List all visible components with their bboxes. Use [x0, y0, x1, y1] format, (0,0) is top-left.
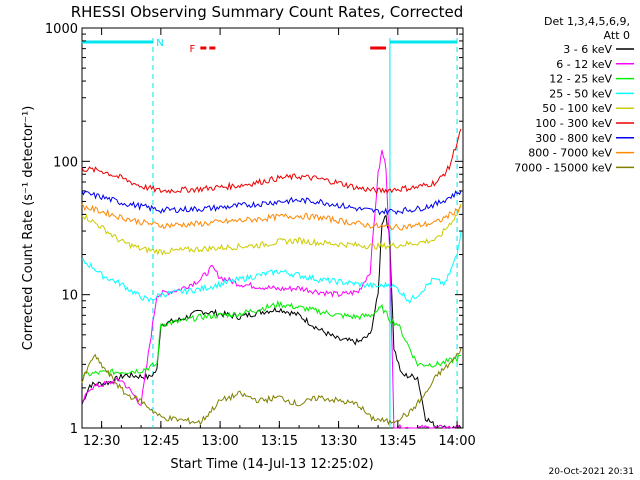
- flag-bars: NF: [81, 38, 458, 55]
- x-tick-label-3: 13:15: [261, 434, 298, 449]
- legend-title-line-1: Att 0: [604, 29, 630, 42]
- series-line-2: [81, 299, 461, 377]
- flag-label-1: F: [189, 44, 195, 55]
- y-axis-label: Corrected Count Rate (s⁻¹ detector⁻¹): [21, 106, 36, 351]
- plot-frame: [81, 27, 464, 429]
- x-tick-label-0: 12:30: [83, 434, 120, 449]
- legend: Det 1,3,4,5,6,9,Att 03 - 6 keV 6 - 12 keV…: [514, 15, 634, 174]
- x-tick-label-1: 12:45: [142, 434, 179, 449]
- legend-entry-7: 800 - 7000 keV: [528, 147, 612, 160]
- series-line-1: [81, 149, 461, 429]
- x-axis: 12:30 12:45 13:00 13:15 13:30 13:45 14:00: [83, 28, 476, 449]
- legend-entry-0: 3 - 6 keV: [563, 43, 612, 56]
- series-line-8: [81, 347, 462, 426]
- legend-title-line-0: Det 1,3,4,5,6,9,: [544, 15, 630, 28]
- series-line-3: [81, 231, 462, 304]
- flag-label-0: N: [156, 38, 163, 49]
- legend-entry-2: 12 - 25 keV: [549, 73, 612, 86]
- legend-entry-6: 300 - 800 keV: [535, 132, 612, 145]
- legend-entry-5: 100 - 300 keV: [535, 117, 612, 130]
- legend-entry-3: 25 - 50 keV: [549, 87, 612, 100]
- y-axis: 1 10 100 1000: [45, 22, 463, 437]
- series-line-7: [81, 203, 462, 231]
- legend-entry-1: 6 - 12 keV: [556, 58, 612, 71]
- series-line-5: [81, 128, 462, 195]
- series-line-6: [81, 190, 462, 216]
- y-tick-label-0: 1: [70, 422, 78, 437]
- legend-entry-4: 50 - 100 keV: [542, 102, 612, 115]
- y-tick-label-2: 100: [53, 155, 78, 170]
- x-axis-label: Start Time (14-Jul-13 12:25:02): [170, 457, 373, 472]
- series-group: [81, 128, 462, 429]
- x-tick-label-4: 13:30: [320, 434, 357, 449]
- x-tick-label-2: 13:00: [201, 434, 238, 449]
- series-line-4: [81, 203, 462, 256]
- x-tick-label-6: 14:00: [438, 434, 475, 449]
- y-tick-label-3: 1000: [45, 22, 78, 37]
- x-tick-label-5: 13:45: [379, 434, 416, 449]
- chart-title: RHESSI Observing Summary Count Rates, Co…: [71, 3, 464, 21]
- timestamp: 20-Oct-2021 20:31: [549, 467, 634, 477]
- y-tick-label-1: 10: [61, 289, 78, 304]
- legend-entry-8: 7000 - 15000 keV: [514, 161, 612, 174]
- boundary-lines: [152, 38, 458, 428]
